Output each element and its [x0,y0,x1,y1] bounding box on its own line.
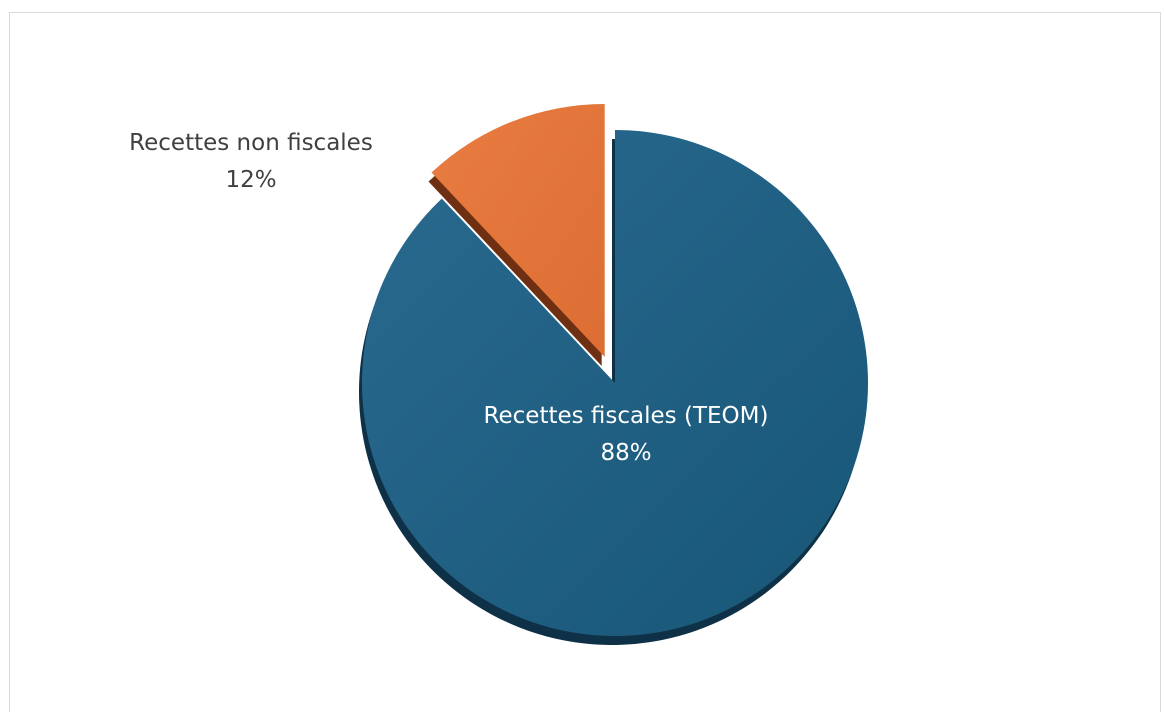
slice-label-recettes-non-fiscales: Recettes non fiscales [129,130,373,156]
slice-labels: Recettes fiscales (TEOM) 88% Recettes non … [129,130,768,466]
pie-slice-recettes-fiscales-teom [361,130,868,636]
slice-value-recettes-fiscales-teom: 88% [600,440,651,466]
slice-label-recettes-fiscales-teom: Recettes fiscales (TEOM) [484,403,769,429]
pie-slice-recettes-non-fiscales [431,103,605,357]
pie-slices [359,103,868,646]
slice-value-recettes-non-fiscales: 12% [225,167,276,193]
